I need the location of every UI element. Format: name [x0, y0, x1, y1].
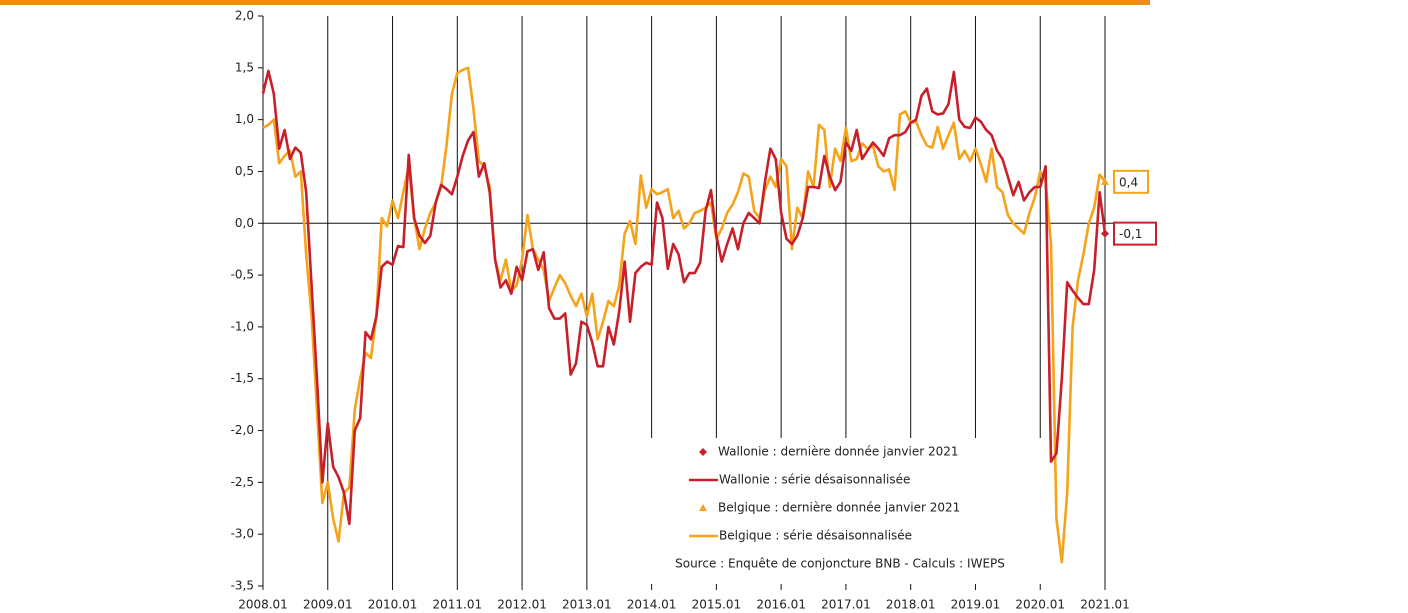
y-tick-label: 1,5: [235, 60, 254, 74]
series-line: [262, 66, 1107, 564]
x-tick-label: 2013.01: [562, 598, 612, 612]
x-tick-label: 2021.01: [1080, 598, 1130, 612]
x-tick-label: 2017.01: [821, 598, 871, 612]
y-tick-label: -2,5: [231, 475, 254, 489]
y-tick-label: -0,5: [231, 268, 254, 282]
x-tick-label: 2011.01: [432, 598, 482, 612]
y-tick-label: 1,0: [235, 112, 254, 126]
marker: [1101, 177, 1109, 185]
marker: [699, 504, 707, 511]
plot: 2008.01 2009.01 2010.01 2011.01 2012.01 2013.…: [231, 9, 1157, 612]
value-label-box: [1113, 221, 1157, 246]
legend: Wallonie : dernière donnée janvier 2021 W…: [650, 438, 1048, 584]
y-tick-label: -2,0: [231, 423, 254, 437]
x-tick-label: 2015.01: [692, 598, 742, 612]
x-tick-label: 2012.01: [497, 598, 547, 612]
x-tick-label: 2018.01: [886, 598, 936, 612]
x-tick-label: 2009.01: [303, 598, 353, 612]
value-label: -0,1: [1119, 227, 1142, 241]
y-tick-label: -1,5: [231, 371, 254, 385]
legend-label: Wallonie : série désaisonnalisée: [719, 473, 910, 487]
x-tick-label: 2020.01: [1015, 598, 1065, 612]
x-tick-label: 2019.01: [951, 598, 1001, 612]
series-line: [261, 69, 1107, 526]
x-tick-label: 2014.01: [627, 598, 677, 612]
x-tick-label: 2008.01: [238, 598, 288, 612]
legend-label: Belgique : dernière donnée janvier 2021: [718, 501, 960, 515]
y-tick-label: -3,5: [231, 579, 254, 593]
legend-box: [650, 438, 1048, 584]
y-tick-label: 0,5: [235, 164, 254, 178]
y-tick-label: 0,0: [235, 216, 254, 230]
top-banner: [0, 0, 1150, 5]
x-tick-label: 2016.01: [756, 598, 806, 612]
y-tick-label: -1,0: [231, 319, 254, 333]
y-tick-label: -3,0: [231, 527, 254, 541]
marker: [1101, 229, 1109, 238]
value-label-box: [1113, 169, 1149, 194]
y-tick-label: 2,0: [235, 9, 254, 23]
x-tick-label: 2010.01: [368, 598, 418, 612]
source-note: Source : Enquête de conjoncture BNB - Ca…: [675, 557, 1005, 571]
marker: [699, 448, 707, 456]
legend-label: Belgique : série désaisonnalisée: [719, 529, 912, 543]
value-label: 0,4: [1119, 175, 1138, 189]
legend-label: Wallonie : dernière donnée janvier 2021: [718, 445, 959, 459]
